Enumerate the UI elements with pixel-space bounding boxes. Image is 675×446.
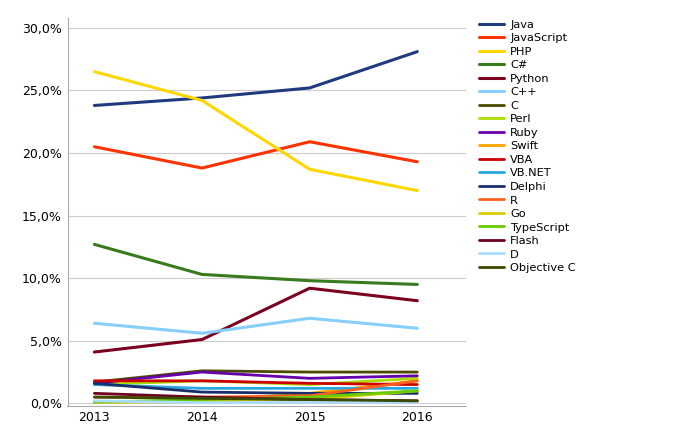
Flash <box>413 398 421 404</box>
Python <box>413 298 421 303</box>
C <box>90 380 99 385</box>
C# <box>413 282 421 287</box>
Perl <box>90 382 99 387</box>
TypeScript <box>198 397 206 402</box>
Python <box>198 337 206 342</box>
C++ <box>90 321 99 326</box>
D <box>306 400 314 405</box>
C# <box>306 278 314 283</box>
D <box>413 400 421 405</box>
Line: C: C <box>95 371 417 382</box>
C# <box>198 272 206 277</box>
VBA <box>306 380 314 386</box>
Java <box>198 95 206 101</box>
Objective C <box>306 397 314 402</box>
Go <box>306 397 314 402</box>
D <box>90 398 99 404</box>
Ruby <box>198 369 206 375</box>
Perl <box>306 382 314 387</box>
Line: R: R <box>95 381 417 397</box>
Swift <box>198 398 206 404</box>
VBA <box>90 378 99 384</box>
PHP <box>90 69 99 74</box>
Line: Python: Python <box>95 288 417 352</box>
Objective C <box>413 398 421 404</box>
Line: C++: C++ <box>95 318 417 333</box>
R <box>306 393 314 399</box>
Java <box>90 103 99 108</box>
Ruby <box>413 373 421 379</box>
Flash <box>198 394 206 400</box>
C# <box>90 242 99 247</box>
VB.NET <box>413 386 421 391</box>
PHP <box>198 98 206 103</box>
Java <box>413 49 421 54</box>
Legend: Java, JavaScript, PHP, C#, Python, C++, C, Perl, Ruby, Swift, VBA, VB.NET, Delph: Java, JavaScript, PHP, C#, Python, C++, … <box>479 20 576 273</box>
C++ <box>306 316 314 321</box>
Delphi <box>90 380 99 386</box>
Line: Java: Java <box>95 52 417 105</box>
Ruby <box>306 376 314 381</box>
JavaScript <box>198 165 206 171</box>
TypeScript <box>90 400 99 405</box>
Perl <box>413 376 421 381</box>
C <box>306 369 314 375</box>
JavaScript <box>306 139 314 145</box>
Ruby <box>90 380 99 386</box>
TypeScript <box>413 388 421 393</box>
Line: Objective C: Objective C <box>95 397 417 401</box>
JavaScript <box>90 144 99 149</box>
Swift <box>90 400 99 405</box>
Line: TypeScript: TypeScript <box>95 391 417 402</box>
VBA <box>413 382 421 387</box>
Line: Perl: Perl <box>95 378 417 384</box>
Python <box>90 349 99 355</box>
Line: Go: Go <box>95 391 417 402</box>
PHP <box>413 188 421 193</box>
VB.NET <box>306 386 314 391</box>
Line: D: D <box>95 401 417 403</box>
Go <box>90 400 99 405</box>
R <box>198 394 206 400</box>
Line: Swift: Swift <box>95 381 417 402</box>
PHP <box>306 167 314 172</box>
Objective C <box>90 394 99 400</box>
Swift <box>306 391 314 396</box>
Line: Flash: Flash <box>95 393 417 401</box>
Line: PHP: PHP <box>95 72 417 190</box>
JavaScript <box>413 159 421 165</box>
Delphi <box>306 391 314 396</box>
Java <box>306 85 314 91</box>
Flash <box>90 391 99 396</box>
Line: Delphi: Delphi <box>95 383 417 393</box>
C++ <box>413 326 421 331</box>
TypeScript <box>306 394 314 400</box>
Flash <box>306 397 314 402</box>
Delphi <box>413 391 421 396</box>
Objective C <box>198 396 206 401</box>
Line: C#: C# <box>95 244 417 285</box>
Delphi <box>198 389 206 395</box>
VB.NET <box>90 382 99 387</box>
Python <box>306 285 314 291</box>
D <box>198 400 206 405</box>
R <box>413 378 421 384</box>
C++ <box>198 330 206 336</box>
C <box>198 368 206 373</box>
Perl <box>198 378 206 384</box>
VB.NET <box>198 386 206 391</box>
R <box>90 394 99 400</box>
C <box>413 369 421 375</box>
Go <box>198 400 206 405</box>
Go <box>413 388 421 393</box>
Line: JavaScript: JavaScript <box>95 142 417 168</box>
Line: Ruby: Ruby <box>95 372 417 383</box>
VBA <box>198 378 206 384</box>
Line: VB.NET: VB.NET <box>95 384 417 388</box>
Line: VBA: VBA <box>95 381 417 384</box>
Swift <box>413 378 421 384</box>
